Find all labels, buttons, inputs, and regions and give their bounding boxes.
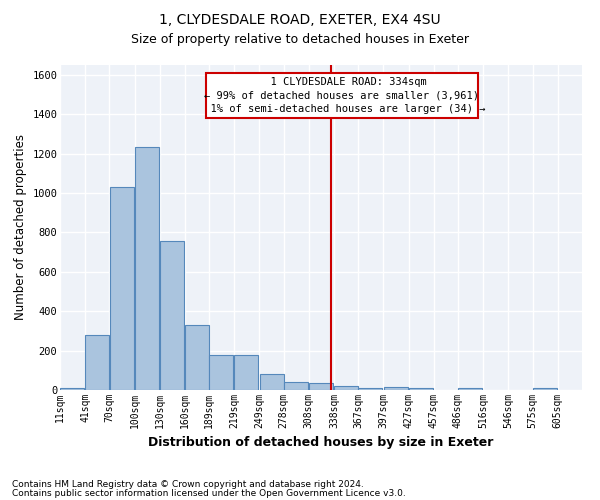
Bar <box>260 374 284 390</box>
Bar <box>135 146 158 390</box>
Bar <box>209 354 233 390</box>
Bar <box>85 335 109 390</box>
X-axis label: Distribution of detached houses by size in Exeter: Distribution of detached houses by size … <box>148 436 494 450</box>
Y-axis label: Number of detached properties: Number of detached properties <box>14 134 26 320</box>
Bar <box>206 73 478 118</box>
Bar <box>309 383 333 390</box>
Bar <box>458 388 482 390</box>
Bar <box>533 388 557 390</box>
Bar <box>60 388 84 390</box>
Bar <box>334 386 358 390</box>
Bar <box>235 354 259 390</box>
Text: Contains public sector information licensed under the Open Government Licence v3: Contains public sector information licen… <box>12 488 406 498</box>
Bar <box>284 382 308 390</box>
Text: 1% of semi-detached houses are larger (34) →: 1% of semi-detached houses are larger (3… <box>198 104 485 115</box>
Text: 1 CLYDESDALE ROAD: 334sqm: 1 CLYDESDALE ROAD: 334sqm <box>257 76 427 86</box>
Bar <box>160 242 184 390</box>
Bar <box>383 387 407 390</box>
Text: 1, CLYDESDALE ROAD, EXETER, EX4 4SU: 1, CLYDESDALE ROAD, EXETER, EX4 4SU <box>159 12 441 26</box>
Bar <box>110 187 134 390</box>
Text: Contains HM Land Registry data © Crown copyright and database right 2024.: Contains HM Land Registry data © Crown c… <box>12 480 364 489</box>
Bar <box>185 325 209 390</box>
Bar <box>358 388 382 390</box>
Bar <box>409 388 433 390</box>
Text: ← 99% of detached houses are smaller (3,961): ← 99% of detached houses are smaller (3,… <box>205 90 479 101</box>
Text: Size of property relative to detached houses in Exeter: Size of property relative to detached ho… <box>131 32 469 46</box>
